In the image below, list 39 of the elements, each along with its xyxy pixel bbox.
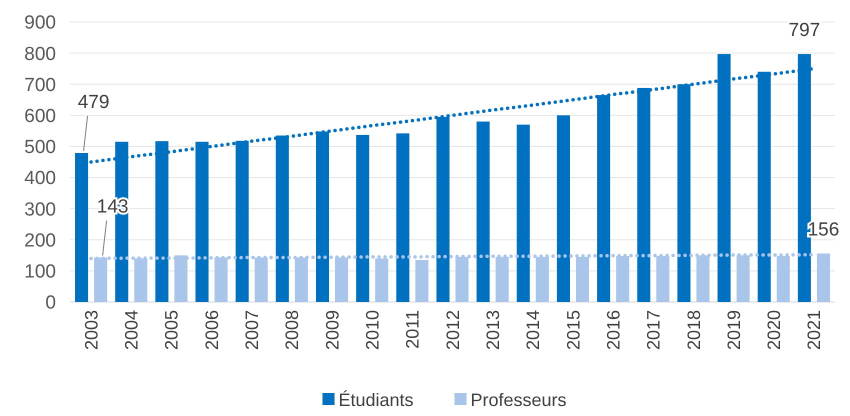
x-tick-label: 2018: [684, 310, 704, 350]
legend-label: Étudiants: [338, 390, 414, 410]
y-tick-label: 600: [24, 106, 56, 127]
x-tick-label: 2004: [122, 310, 142, 350]
x-tick-label: 2013: [482, 310, 503, 350]
bar: [396, 133, 410, 302]
x-tick-label: 2015: [563, 310, 584, 350]
bar: [556, 115, 570, 302]
y-tick-label: 500: [24, 137, 56, 158]
x-tick-label: 2011: [402, 310, 423, 349]
x-tick-label: 2014: [523, 310, 544, 350]
y-tick-label: 900: [24, 12, 56, 34]
y-tick-label: 0: [45, 292, 56, 314]
y-tick-label: 100: [24, 262, 56, 283]
bar: [816, 253, 830, 302]
x-tick-label: 2017: [644, 310, 664, 350]
y-tick-label: 400: [24, 168, 56, 190]
y-tick-label: 200: [24, 230, 56, 252]
x-tick-label: 2005: [162, 310, 182, 350]
y-tick-label: 300: [24, 199, 56, 220]
x-tick-label: 2019: [724, 310, 744, 350]
x-tick-label: 2021: [804, 310, 824, 350]
bar: [476, 122, 490, 302]
x-tick-label: 2020: [764, 310, 784, 350]
y-tick-label: 800: [24, 44, 56, 65]
legend-label: Professeurs: [470, 390, 567, 410]
data-label: 797: [788, 20, 820, 42]
data-label: 479: [78, 92, 110, 113]
x-tick-label: 2007: [242, 310, 262, 350]
x-tick-label: 2008: [282, 310, 302, 350]
x-tick-label: 2003: [81, 310, 102, 350]
x-tick-label: 2012: [442, 310, 463, 350]
x-tick-label: 2006: [202, 310, 222, 350]
x-tick-label: 2009: [322, 310, 342, 350]
bar: [356, 134, 370, 302]
x-tick-label: 2016: [603, 310, 624, 350]
y-tick-label: 700: [24, 74, 56, 96]
x-tick-label: 2010: [362, 310, 382, 350]
bar: [516, 124, 530, 302]
